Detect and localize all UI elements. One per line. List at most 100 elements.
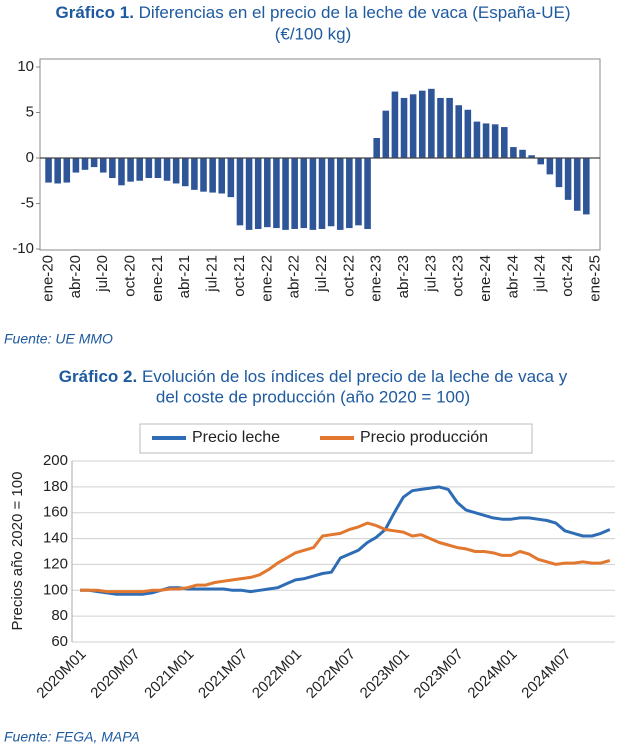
x-tick-label: 2020M07 [87, 646, 143, 702]
bar [45, 158, 52, 183]
bar [172, 158, 180, 184]
x-tick-label: 2022M07 [303, 646, 359, 702]
x-tick-label: 2021M01 [141, 646, 197, 702]
y-tick-label: 160 [43, 504, 68, 521]
bar [491, 124, 499, 158]
x-tick-label: oct-23 [450, 255, 467, 297]
bar [519, 149, 526, 158]
y-tick-label: 10 [17, 58, 34, 75]
bar [291, 158, 298, 229]
bar [327, 158, 335, 227]
y-tick-label: 80 [51, 607, 68, 624]
x-tick-label: 2024M01 [464, 646, 520, 702]
x-tick-label: oct-21 [231, 255, 248, 297]
series-line [80, 521, 611, 594]
bar [409, 94, 417, 158]
bar [209, 158, 216, 193]
title-prefix: Gráfico 2. [59, 367, 137, 386]
x-tick-label: 2023M01 [357, 646, 413, 702]
bar [309, 158, 317, 230]
bar [346, 158, 353, 229]
bar [573, 158, 581, 211]
bar [109, 158, 116, 179]
x-tick-label: 2023M07 [411, 646, 467, 702]
x-tick-label: oct-24 [559, 255, 576, 297]
bar [236, 158, 244, 226]
bar [583, 158, 590, 215]
bar [537, 158, 545, 165]
bar [336, 158, 344, 230]
x-tick-label: jul-20 [94, 255, 111, 293]
bar [418, 90, 426, 158]
title-line: Evolución de los índices del precio de l… [142, 367, 568, 386]
x-tick-label: jul-21 [204, 255, 221, 293]
bar [163, 158, 171, 181]
bar [227, 158, 235, 198]
bar [473, 121, 481, 158]
bar [264, 158, 271, 228]
y-tick-label: 180 [43, 478, 68, 495]
bar [99, 158, 107, 173]
bar [400, 97, 408, 158]
title-line: (€/100 kg) [275, 24, 352, 43]
y-tick-label: 100 [43, 581, 68, 598]
source: Fuente: FEGA, MAPA [4, 729, 140, 745]
bar [200, 158, 207, 192]
bar [273, 158, 280, 229]
bar [72, 158, 80, 173]
x-tick-label: 2022M01 [249, 646, 305, 702]
x-tick-label: abr-23 [395, 255, 412, 298]
x-tick-label: oct-22 [340, 255, 357, 297]
bar [254, 158, 262, 229]
bar [437, 97, 444, 158]
bar [446, 97, 453, 158]
bar [245, 158, 253, 230]
x-tick-label: abr-20 [67, 255, 84, 298]
legend-label: Precio producción [360, 429, 488, 446]
x-tick-label: jul-22 [313, 255, 330, 293]
bar [181, 158, 189, 187]
bar [136, 158, 143, 181]
bar [482, 123, 490, 158]
bar [154, 158, 162, 179]
x-tick-label: jul-24 [532, 255, 549, 293]
title-line: Diferencias en el precio de la leche de … [139, 3, 571, 22]
bar [501, 127, 508, 158]
x-tick-label: ene-20 [40, 255, 57, 302]
bar [318, 158, 326, 229]
y-tick-label: -10 [12, 240, 34, 257]
plot-frame [39, 58, 601, 251]
chart-title: Gráfico 1. Diferencias en el precio de l… [56, 3, 571, 22]
y-tick-label: 0 [26, 149, 34, 166]
x-tick-label: 2020M01 [33, 646, 89, 702]
y-tick-label: 140 [43, 530, 68, 547]
chart-title: Gráfico 2. Evolución de los índices del … [59, 367, 568, 386]
x-tick-label: 2021M07 [195, 646, 251, 702]
bar [90, 158, 98, 168]
bar [118, 158, 125, 186]
bar [455, 105, 463, 158]
y-tick-label: -5 [21, 194, 34, 211]
bar [81, 158, 89, 170]
y-tick-label: 5 [26, 103, 34, 120]
legend-label: Precio leche [192, 429, 280, 446]
x-tick-label: abr-24 [504, 255, 521, 298]
bar [464, 109, 472, 158]
y-tick-label: 120 [43, 555, 68, 572]
x-tick-label: oct-20 [122, 255, 139, 297]
x-tick-label: ene-21 [149, 255, 166, 302]
x-tick-label: abr-22 [286, 255, 303, 298]
bar [546, 158, 554, 175]
x-tick-label: jul-23 [422, 255, 439, 293]
bar [355, 158, 362, 226]
bar [428, 88, 435, 158]
bar [391, 91, 399, 158]
y-axis-label: Precios año 2020 = 100 [9, 472, 26, 631]
bar [63, 158, 71, 183]
bar [528, 155, 535, 158]
bar [300, 158, 308, 229]
x-tick-label: 2024M07 [518, 646, 574, 702]
bar [191, 158, 198, 190]
bar [127, 158, 134, 182]
